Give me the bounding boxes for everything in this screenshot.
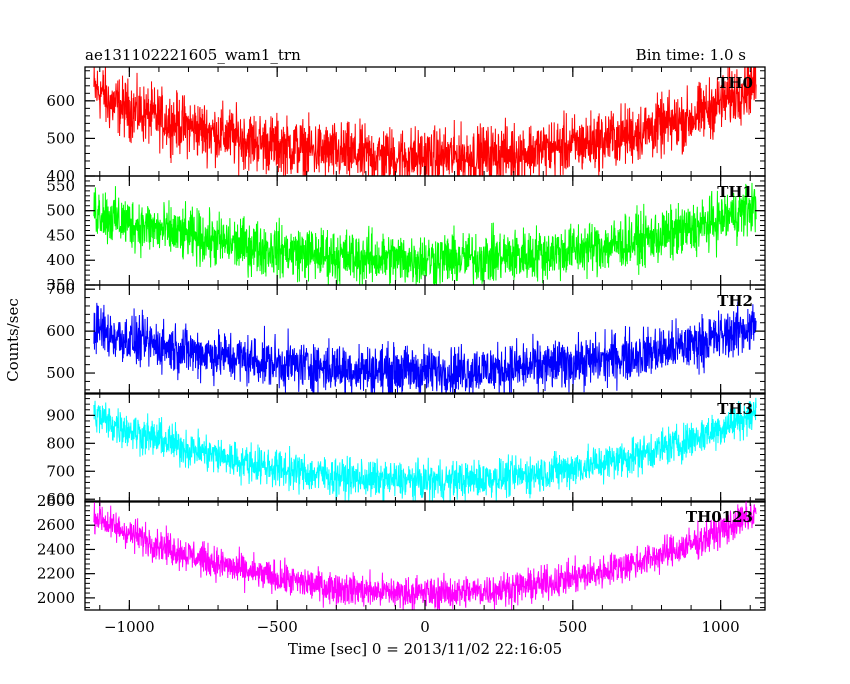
- bin-time-label: Bin time: 1.0 s: [636, 46, 746, 64]
- series-line-th3: [93, 397, 757, 502]
- x-tick-label: −500: [257, 618, 298, 636]
- y-tick-label: 800: [46, 434, 75, 452]
- series-line-th1: [93, 182, 757, 285]
- series-line-th2: [93, 301, 757, 394]
- series-label-th0: TH0: [717, 74, 753, 92]
- y-tick-label: 2800: [37, 492, 75, 510]
- y-tick-label: 900: [46, 406, 75, 424]
- y-tick-label: 600: [46, 322, 75, 340]
- y-tick-label: 2000: [37, 589, 75, 607]
- y-tick-label: 550: [46, 177, 75, 195]
- y-axis-title: Counts/sec: [4, 298, 22, 382]
- series-label-th2: TH2: [717, 292, 753, 310]
- x-axis-title: Time [sec] 0 = 2013/11/02 22:16:05: [288, 640, 562, 658]
- chart-title: ae131102221605_wam1_trn: [85, 46, 301, 64]
- panel-th3: 600 700 800 900 TH3: [46, 392, 766, 508]
- x-tick-label: 0: [420, 618, 430, 636]
- series-label-th0123: TH0123: [686, 508, 753, 526]
- series-line-th0: [93, 67, 757, 176]
- y-tick-label: 2200: [37, 565, 75, 583]
- series-label-th3: TH3: [717, 400, 753, 418]
- x-axis: −1000 −500 0 500 1000: [104, 618, 740, 636]
- series-line-th0123: [93, 501, 757, 610]
- y-tick-label: 600: [46, 92, 75, 110]
- y-tick-label: 600: [46, 490, 75, 508]
- panel-th0: 400 500 600 TH0: [46, 66, 766, 185]
- y-tick-label: 700: [46, 280, 75, 298]
- y-tick-label: 500: [46, 129, 75, 147]
- y-tick-label: 450: [46, 226, 75, 244]
- panel-th0123: 2000 2200 2400 2600 2800 TH0123: [37, 492, 766, 611]
- y-tick-label: 350: [46, 276, 75, 294]
- x-tick-label: −1000: [104, 618, 155, 636]
- panel-th2: 500 600 700 TH2: [46, 280, 766, 395]
- y-tick-label: 400: [46, 251, 75, 269]
- series-label-th1: TH1: [717, 183, 753, 201]
- panel-th1: 350 400 450 500 550 TH1: [46, 175, 766, 294]
- y-tick-label: 500: [46, 364, 75, 382]
- panels-group: 400 500 600 TH0 350 400 450 500 550 TH1 500 600 700 T…: [37, 66, 766, 611]
- x-tick-label: 500: [559, 618, 588, 636]
- x-tick-label: 1000: [702, 618, 740, 636]
- y-tick-label: 500: [46, 202, 75, 220]
- y-tick-label: 700: [46, 462, 75, 480]
- y-tick-label: 2400: [37, 540, 75, 558]
- y-tick-label: 400: [46, 167, 75, 185]
- y-tick-label: 2600: [37, 516, 75, 534]
